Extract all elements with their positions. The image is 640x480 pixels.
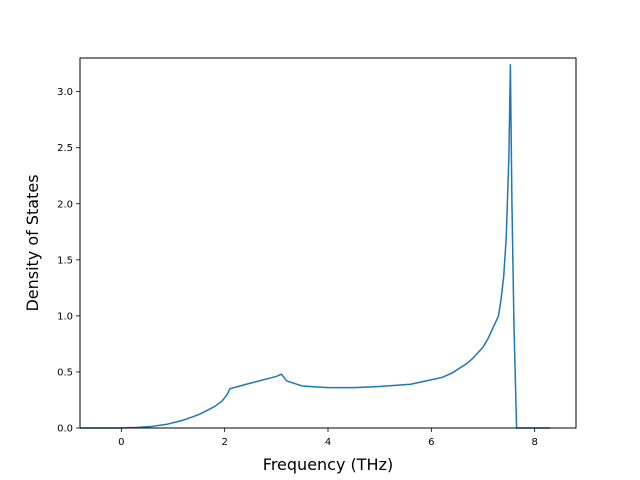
dos-series-line — [80, 63, 551, 429]
y-tick-label: 2.5 — [57, 143, 73, 154]
y-tick-label: 0.5 — [57, 367, 73, 378]
x-tick-label: 0 — [118, 437, 124, 448]
x-tick-label: 4 — [325, 437, 331, 448]
series-layer — [80, 63, 551, 429]
y-tick-label: 0.0 — [57, 424, 73, 435]
x-tick-label: 2 — [221, 437, 227, 448]
plot-background — [80, 58, 576, 428]
y-tick-label: 1.5 — [57, 255, 73, 266]
y-axis-label: Density of States — [23, 174, 42, 311]
plot-frame — [79, 57, 577, 429]
x-axis-ticks: 0 2 4 6 8 — [118, 428, 538, 448]
y-tick-label: 1.0 — [57, 311, 73, 322]
x-tick-label: 6 — [428, 437, 434, 448]
x-tick-label: 8 — [531, 437, 537, 448]
x-axis-label: Frequency (THz) — [263, 455, 393, 474]
y-axis-ticks: 0.0 0.5 1.0 1.5 2.0 2.5 3.0 — [57, 87, 80, 435]
y-tick-label: 2.0 — [57, 199, 73, 210]
y-tick-label: 3.0 — [57, 87, 73, 98]
